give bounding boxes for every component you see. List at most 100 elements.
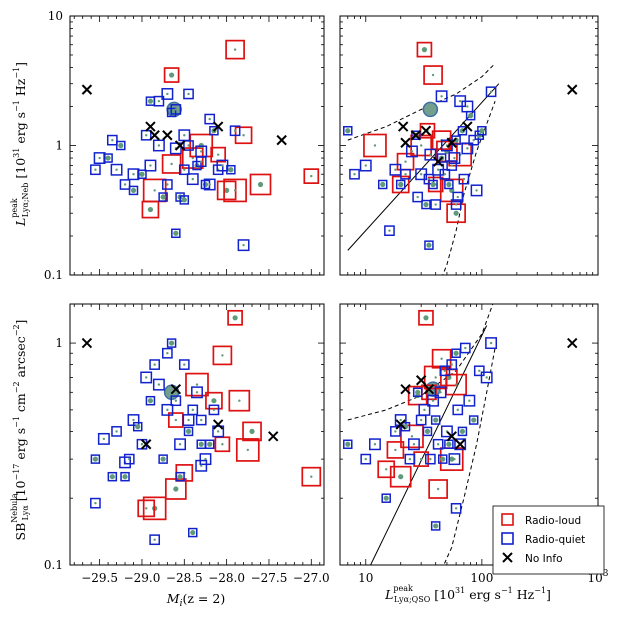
nebula-dot [436, 168, 440, 171]
radio-quiet-point [152, 139, 165, 152]
nebula-dot [434, 203, 437, 206]
nebula-dot [399, 418, 402, 422]
radio-quiet-point [400, 168, 411, 180]
nebula-dot [149, 164, 152, 167]
radio-quiet-point [116, 140, 126, 151]
radio-quiet-point [359, 159, 372, 172]
radio-quiet-point [459, 342, 471, 354]
radio-quiet-point [120, 471, 130, 482]
y-tick-label: 1 [55, 336, 63, 350]
nebula-dot [257, 181, 264, 188]
nebula-dot [353, 173, 356, 176]
radio-quiet-point [428, 179, 438, 190]
nebula-dot [160, 194, 166, 200]
radio-quiet-point [169, 142, 182, 155]
radio-quiet-point [132, 421, 143, 432]
nebula-dot [242, 243, 245, 247]
no-info-point [567, 84, 578, 95]
radio-quiet-point [171, 228, 181, 239]
no-info-point [397, 121, 409, 132]
no-info-point [432, 156, 444, 167]
radio-loud-point [428, 479, 448, 499]
radio-loud-point [212, 345, 233, 366]
radio-quiet-point [404, 453, 416, 465]
nebula-dot [434, 376, 437, 379]
radio-quiet-point [452, 191, 464, 203]
radio-quiet-point [439, 365, 451, 377]
nebula-dot [440, 357, 443, 360]
radio-quiet-point [349, 168, 360, 180]
nebula-dot [398, 474, 404, 480]
radio-quiet-point [191, 386, 203, 399]
radio-quiet-point [90, 454, 101, 464]
nebula-dot [195, 391, 199, 394]
nebula-dot [147, 398, 154, 404]
nebula-dot [123, 183, 127, 186]
nebula-dot [216, 153, 220, 156]
radio-quiet-point [128, 185, 139, 196]
frame-top-right [339, 15, 599, 276]
nebula-dot [454, 203, 458, 206]
nebula-dot [233, 129, 237, 132]
radio-quiet-point [178, 359, 190, 370]
radio-loud-point [141, 200, 160, 219]
no-info-point [410, 130, 422, 141]
nebula-dot [208, 117, 211, 121]
radio-quiet-point [400, 421, 411, 432]
nebula-dot [224, 187, 230, 194]
nebula-dot [132, 418, 135, 422]
nebula-dot [471, 417, 477, 423]
nebula-dot [431, 73, 435, 77]
nebula-dot [427, 391, 431, 394]
nebula-dot [310, 475, 313, 478]
no-info-point [145, 121, 156, 132]
nebula-dot [410, 435, 414, 438]
nebula-dot [404, 173, 407, 176]
nebula-dot [439, 391, 442, 394]
radio-loud-point [407, 385, 428, 406]
nebula-dot [383, 495, 389, 501]
nebula-dot [423, 201, 429, 208]
no-info-point [446, 137, 457, 148]
radio-quiet-point [485, 86, 497, 98]
radio-quiet-point [424, 148, 437, 161]
radio-quiet-point [440, 425, 453, 438]
radio-quiet-point [369, 438, 381, 451]
nebula-dot [459, 428, 466, 434]
radio-quiet-point [208, 404, 220, 416]
y-tick-label: 0.1 [44, 558, 63, 572]
radio-quiet-point [179, 195, 190, 205]
radio-quiet-point [137, 169, 147, 179]
nebula-dot [436, 487, 440, 491]
radio-quiet-point [158, 454, 168, 464]
radio-quiet-point [161, 88, 174, 100]
radio-quiet-point [195, 414, 207, 426]
radio-quiet-point [437, 454, 448, 464]
x-tick-label: −29.0 [124, 571, 161, 585]
radio-loud-point [416, 41, 433, 58]
no-info-point [415, 375, 427, 386]
nebula-dot [454, 383, 458, 386]
radio-quiet-point [203, 178, 216, 191]
top-ylabel: Lpeak Lyα;Neb [1031 erg s−1 Hz−1] [10, 62, 30, 227]
nebula-dot [132, 173, 135, 176]
no-info-point [395, 419, 406, 430]
radio-quiet-point [158, 192, 168, 202]
x-tick-label: 100 [470, 571, 493, 585]
nebula-dot [440, 95, 443, 98]
radio-loud-point [185, 372, 209, 397]
radio-quiet-point [204, 439, 215, 450]
radio-loud-point [445, 373, 467, 396]
confidence-band-lower [443, 347, 496, 565]
nebula-dot [388, 229, 391, 232]
highlighted-point [422, 101, 439, 118]
radio-quiet-point [435, 90, 448, 103]
radio-loud-point [242, 421, 262, 442]
radio-quiet-point [161, 403, 174, 416]
nebula-dot [169, 340, 175, 346]
nebula-dot [453, 156, 456, 160]
radio-quiet-point [432, 438, 444, 450]
nebula-dot [453, 350, 459, 356]
